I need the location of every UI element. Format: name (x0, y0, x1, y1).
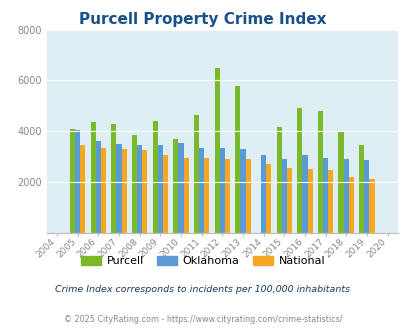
Bar (96, 141, 101, 233)
Bar (338, 132, 343, 233)
Bar (245, 159, 250, 233)
Bar (121, 149, 126, 233)
Bar (183, 158, 188, 233)
Bar (369, 180, 374, 233)
Bar (178, 143, 183, 233)
Bar (194, 115, 198, 233)
Bar (276, 127, 281, 233)
Bar (348, 177, 353, 233)
Bar (224, 159, 230, 233)
Bar (214, 68, 219, 233)
Bar (162, 155, 168, 233)
Bar (358, 145, 363, 233)
Bar (70, 129, 75, 233)
Text: Purcell Property Crime Index: Purcell Property Crime Index (79, 12, 326, 26)
Bar (204, 158, 209, 233)
Bar (132, 135, 137, 233)
Bar (90, 122, 96, 233)
Bar (281, 159, 286, 233)
Text: Crime Index corresponds to incidents per 100,000 inhabitants: Crime Index corresponds to incidents per… (55, 285, 350, 294)
Bar (317, 111, 322, 233)
Bar (240, 149, 245, 233)
Legend: Purcell, Oklahoma, National: Purcell, Oklahoma, National (76, 251, 329, 271)
Bar (343, 159, 348, 233)
Bar (266, 164, 271, 233)
Bar (307, 169, 312, 233)
Bar (327, 171, 333, 233)
Bar (173, 139, 178, 233)
Bar (322, 158, 327, 233)
Bar (157, 145, 162, 233)
Bar (219, 148, 224, 233)
Bar (296, 108, 302, 233)
Bar (234, 85, 240, 233)
Bar (101, 148, 106, 233)
Bar (363, 160, 369, 233)
Text: © 2025 CityRating.com - https://www.cityrating.com/crime-statistics/: © 2025 CityRating.com - https://www.city… (64, 315, 341, 324)
Bar (137, 145, 142, 233)
Bar (152, 121, 157, 233)
Bar (116, 144, 121, 233)
Bar (198, 148, 204, 233)
Bar (302, 155, 307, 233)
Bar (260, 155, 266, 233)
Bar (142, 150, 147, 233)
Bar (75, 130, 80, 233)
Bar (111, 123, 116, 233)
Bar (80, 145, 85, 233)
Bar (286, 168, 291, 233)
